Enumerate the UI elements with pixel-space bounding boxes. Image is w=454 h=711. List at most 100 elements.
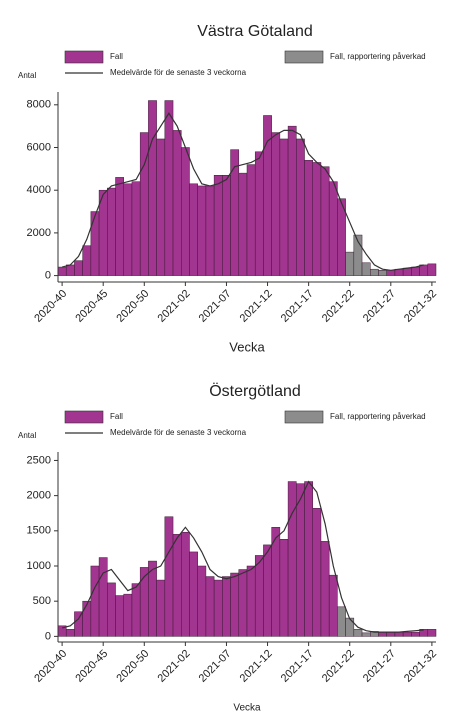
bar [312, 508, 322, 637]
x-tick-label: 2020-45 [73, 288, 110, 325]
bar [427, 629, 437, 637]
x-tick-label: 2020-45 [73, 648, 110, 685]
bar [386, 631, 396, 637]
bar [304, 481, 313, 637]
bar [328, 574, 338, 637]
bar [123, 593, 133, 637]
x-tick-label: 2021-07 [197, 288, 234, 325]
bar [427, 263, 437, 276]
bar [115, 177, 124, 276]
bar [107, 187, 116, 276]
y-tick-label: 4000 [27, 184, 51, 196]
bar [107, 582, 116, 637]
bar [411, 631, 420, 637]
bar [304, 160, 313, 276]
bar [98, 557, 108, 637]
y-axis-label: Antal [18, 431, 36, 440]
bar [345, 251, 355, 276]
x-tick-label: 2021-02 [156, 288, 193, 325]
y-tick-label: 6000 [27, 141, 51, 153]
bar [320, 541, 330, 637]
x-tick-label: 2021-17 [279, 648, 316, 685]
x-tick-label: 2021-22 [320, 288, 357, 325]
bar [296, 483, 305, 637]
bar [181, 531, 190, 637]
bar [57, 266, 67, 276]
y-tick-label: 2000 [27, 227, 51, 239]
y-axis-label: Antal [18, 71, 36, 80]
bar [90, 565, 100, 637]
bar [411, 266, 420, 276]
chart: Östergötland Fall Fall, rapportering påver… [18, 382, 439, 711]
legend-label: Fall, rapportering påverkad [330, 52, 426, 61]
x-tick-label: 2021-17 [279, 288, 316, 325]
y-tick-label: 2000 [27, 490, 51, 502]
bar [82, 245, 92, 276]
bar [263, 544, 272, 637]
bar [131, 583, 141, 637]
bar [74, 260, 83, 276]
bar [164, 100, 174, 276]
bar [337, 198, 346, 276]
bar [65, 264, 75, 276]
bar [205, 576, 215, 637]
bar [279, 539, 289, 637]
bar [246, 164, 256, 276]
bar [156, 579, 166, 637]
bar [337, 606, 346, 637]
x-tick-label: 2020-40 [32, 288, 69, 325]
bar [213, 175, 223, 276]
bar [172, 534, 182, 637]
chart-title: Västra Götaland [197, 23, 313, 40]
bar [148, 100, 157, 276]
x-tick-label: 2021-12 [238, 648, 275, 685]
bar [238, 172, 248, 276]
bar [320, 166, 330, 276]
bar [189, 551, 198, 637]
y-tick-label: 500 [33, 595, 51, 607]
bar [90, 211, 100, 276]
bar [378, 631, 387, 637]
bar [65, 629, 75, 637]
bar [378, 270, 387, 276]
legend-swatch [284, 50, 324, 64]
bar [131, 181, 141, 276]
y-tick-label: 1000 [27, 560, 51, 572]
y-tick-label: 1500 [27, 525, 51, 537]
y-tick-label: 8000 [27, 99, 51, 111]
bar [254, 151, 264, 276]
bar [115, 595, 124, 637]
x-tick-label: 2021-27 [361, 288, 398, 325]
bar [230, 149, 240, 276]
x-axis-label: Vecka [233, 703, 261, 711]
legend-label: Medelvärde för de senaste 3 veckorna [110, 68, 247, 77]
chart: Västra Götaland Fall Fall, rapportering på… [18, 23, 439, 354]
bar [370, 268, 379, 276]
bar [296, 138, 305, 276]
bar [361, 262, 371, 276]
bar [82, 600, 92, 637]
bar [189, 183, 198, 276]
legend-label: Fall [110, 412, 123, 421]
bar [312, 162, 322, 276]
bar [353, 234, 363, 276]
bar [394, 631, 404, 637]
legend-label: Fall [110, 52, 123, 61]
bar [402, 631, 412, 637]
average-line [61, 112, 424, 271]
x-tick-label: 2020-50 [114, 648, 151, 685]
bar [287, 125, 297, 276]
y-tick-label: 0 [45, 630, 51, 642]
bar [271, 132, 281, 276]
x-tick-label: 2021-12 [238, 288, 275, 325]
bar [254, 555, 264, 637]
legend-swatch [284, 410, 324, 424]
x-tick-label: 2021-32 [402, 648, 439, 685]
bar [328, 181, 338, 276]
bar [222, 576, 231, 637]
bar [419, 264, 429, 276]
y-tick-label: 2500 [27, 454, 51, 466]
legend-label: Fall, rapportering påverkad [330, 412, 426, 421]
bar [402, 267, 412, 276]
bar [287, 481, 297, 637]
